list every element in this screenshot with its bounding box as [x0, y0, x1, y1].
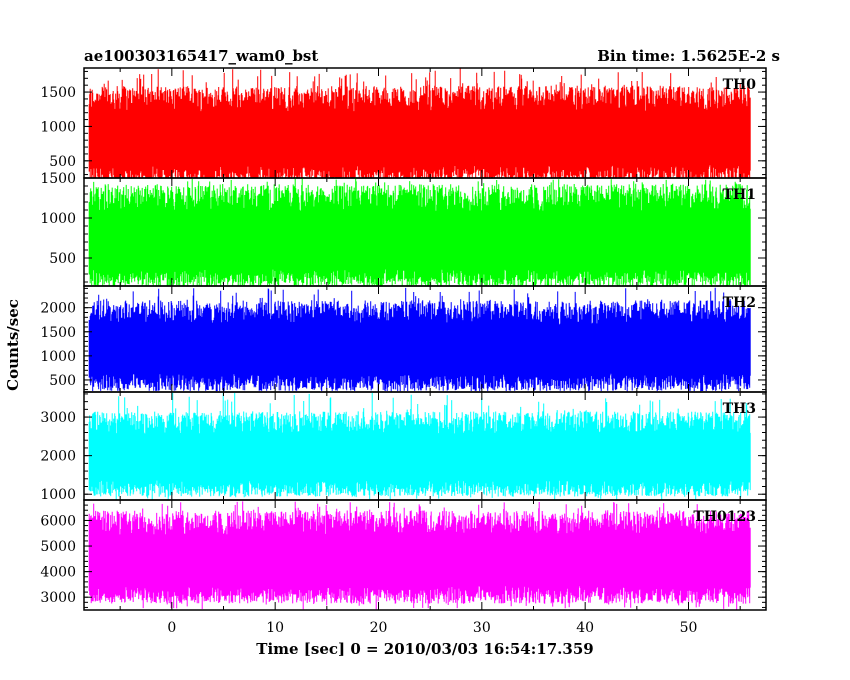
x-tick-label: 10	[266, 620, 284, 636]
y-tick-label: 1000	[40, 119, 76, 135]
y-tick-label: 500	[49, 373, 76, 389]
y-tick-label: 2000	[40, 449, 76, 465]
y-tick-label: 3000	[40, 590, 76, 606]
y-tick-label: 1500	[40, 171, 76, 187]
x-tick-label: 40	[576, 620, 594, 636]
y-tick-label: 1000	[40, 349, 76, 365]
panel-label-th2: TH2	[723, 295, 756, 311]
x-tick-label: 20	[370, 620, 388, 636]
x-tick-label: 30	[473, 620, 491, 636]
panel-th1: 500 1000 1500 TH1	[40, 171, 767, 287]
y-tick-label: 1500	[40, 85, 76, 101]
panel-label-th3: TH3	[723, 401, 756, 417]
x-axis: 0 10 20 30 40 50	[167, 620, 697, 636]
series-line-th1	[88, 178, 751, 286]
y-tick-label: 1000	[40, 211, 76, 227]
y-tick-label: 6000	[40, 513, 76, 529]
y-tick-label: 3000	[40, 410, 76, 426]
panel-th0123: 3000 4000 5000 6000 TH0123	[40, 499, 767, 611]
panel-frame-th0123	[83, 499, 767, 611]
y-tick-label: 2000	[40, 301, 76, 317]
y-tick-label: 500	[49, 251, 76, 267]
chart-title-left: ae100303165417_wam0_bst	[84, 47, 318, 65]
series-line-th0	[88, 68, 751, 178]
y-tick-label: 1000	[40, 487, 76, 503]
series-line-th3	[88, 392, 751, 500]
series-line-th0123	[88, 501, 751, 610]
y-tick-label: 5000	[40, 539, 76, 555]
y-tick-label: 4000	[40, 565, 76, 581]
chart-title-right: Bin time: 1.5625E-2 s	[597, 47, 780, 65]
y-tick-label: 500	[49, 154, 76, 170]
panel-th2: 500 1000 1500 2000 TH2	[40, 285, 767, 393]
panel-label-th0123: TH0123	[693, 509, 756, 525]
x-tick-label: 50	[680, 620, 698, 636]
y-axis-label: Counts/sec	[4, 299, 22, 391]
x-tick-label: 0	[167, 620, 176, 636]
panels-group: 500 1000 1500 TH0 500 1000 1500 TH1 500 1000 1500 2…	[40, 67, 767, 611]
panel-label-th0: TH0	[723, 77, 757, 93]
x-axis-label: Time [sec] 0 = 2010/03/03 16:54:17.359	[256, 640, 593, 658]
y-tick-label: 1500	[40, 325, 76, 341]
series-line-th2	[88, 287, 751, 392]
panel-th0: 500 1000 1500 TH0	[40, 67, 767, 179]
panel-label-th1: TH1	[723, 187, 756, 203]
panel-th3: 1000 2000 3000 TH3	[40, 391, 767, 503]
